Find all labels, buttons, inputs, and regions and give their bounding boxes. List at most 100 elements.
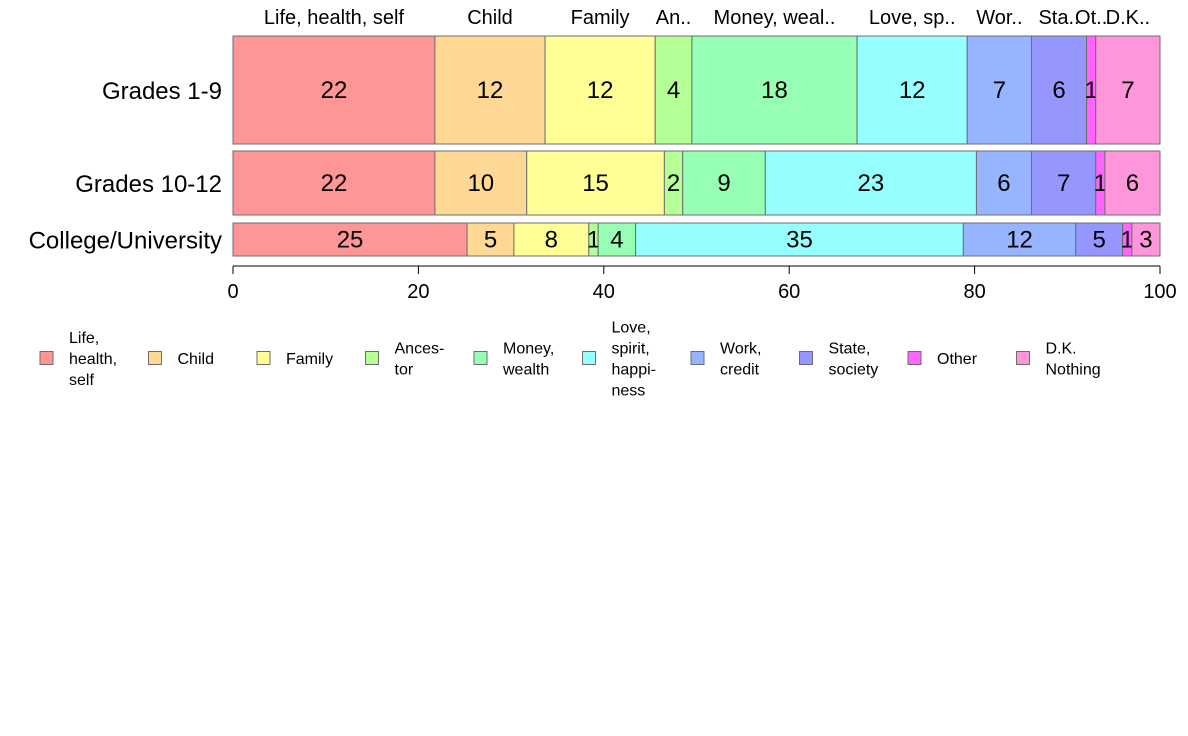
legend-label: Love, [612, 320, 651, 337]
legend-label: Other [937, 351, 978, 368]
value-label: 1 [1084, 77, 1097, 104]
bar-segment [635, 222, 964, 257]
x-tick-label: 0 [227, 281, 238, 303]
value-label: 22 [321, 77, 348, 104]
bar-segment [544, 35, 656, 145]
bar-segment [1104, 150, 1161, 216]
value-label: 4 [667, 77, 680, 104]
value-label: 12 [477, 77, 504, 104]
top-category-label: Child [467, 7, 513, 29]
value-label: 25 [337, 227, 364, 254]
bar-segment [526, 150, 665, 216]
bar-segment [434, 35, 546, 145]
value-label: 23 [858, 170, 885, 197]
value-label: 12 [899, 77, 926, 104]
legend-label: happi- [612, 362, 656, 379]
legend-item: Child [148, 351, 214, 368]
value-label: 3 [1139, 227, 1152, 254]
legend-swatch [1016, 351, 1030, 365]
value-label: 12 [1006, 227, 1033, 254]
value-label: 1 [1121, 227, 1134, 254]
bar-segment [1031, 150, 1097, 216]
legend-item: Love, spirit, happi-ness [582, 320, 656, 400]
legend-swatch [148, 351, 162, 365]
row-labels: Grades 1-9 Grades 10-12 College/University [29, 78, 222, 255]
bar-segment [1075, 222, 1124, 257]
legend-label: society [829, 362, 879, 379]
value-label: 6 [1052, 77, 1065, 104]
value-label: 5 [1092, 227, 1105, 254]
x-tick-label: 80 [963, 281, 985, 303]
legend-label: ness [612, 383, 646, 400]
legend-label: Ances- [395, 341, 445, 358]
value-label: 2 [667, 170, 680, 197]
bars-area: 22 12 12 4 18 12 7 6 1 722 10 15 2 9 23 6 7 1 625 5 8 1 4 35 12 5… [232, 35, 1161, 257]
legend-swatch [799, 351, 813, 365]
bar-segment [1131, 222, 1161, 257]
legend-swatch [690, 351, 705, 365]
legend-label: D.K. [1046, 341, 1077, 358]
bar-segment [966, 35, 1033, 145]
value-label: 9 [717, 170, 730, 197]
value-label: 22 [321, 170, 348, 197]
bar-segment [682, 150, 766, 216]
bar-segment [232, 35, 436, 145]
top-category-label: Money, weal.. [714, 7, 836, 29]
row-label: College/University [29, 228, 222, 255]
top-category-label: D.K.. [1106, 7, 1150, 29]
legend-swatch [582, 351, 596, 365]
legend-item: D.K. Nothing [1016, 341, 1101, 379]
legend-item: Money, wealth [473, 341, 554, 379]
legend-swatch [365, 351, 379, 365]
value-label: 7 [1057, 170, 1070, 197]
value-label: 15 [582, 170, 609, 197]
top-category-label: Sta.. [1038, 7, 1079, 29]
top-category-labels: Life, health, self Child Family An.. Money, … [264, 7, 1150, 29]
row-label: Grades 10-12 [75, 171, 222, 198]
legend-label: health, [69, 351, 117, 368]
bar-segment [975, 150, 1033, 216]
legend-label: spirit, [612, 341, 650, 358]
x-tick-label: 60 [778, 281, 800, 303]
bar-segment [1031, 35, 1088, 145]
bar-segment [1095, 35, 1161, 145]
legend-item: Family [256, 351, 333, 368]
bar-segment [691, 35, 858, 145]
value-label: 1 [1094, 170, 1107, 197]
value-label: 4 [610, 227, 623, 254]
legend-label: State, [829, 341, 871, 358]
legend-label: Child [178, 351, 214, 368]
x-axis: 0 20 40 60 80 100 [227, 265, 1177, 303]
top-category-label: Life, health, self [264, 7, 405, 29]
value-label: 35 [786, 227, 813, 254]
top-category-label: An.. [656, 7, 692, 29]
bar-segment [466, 222, 515, 257]
x-tick-label: 100 [1143, 281, 1176, 303]
x-tick-label: 20 [407, 281, 429, 303]
value-label: 7 [1121, 77, 1134, 104]
legend-swatch [39, 351, 54, 365]
legend-item: Ances-tor [365, 341, 445, 379]
value-label: 1 [587, 227, 600, 254]
x-tick-label: 40 [593, 281, 615, 303]
value-label: 8 [545, 227, 558, 254]
legend-item: Other [907, 351, 978, 368]
top-category-label: Love, sp.. [869, 7, 956, 29]
bar-segment [232, 150, 436, 216]
top-category-label: Wor.. [976, 7, 1022, 29]
value-label: 10 [467, 170, 494, 197]
legend-label: Money, [503, 341, 554, 358]
value-label: 12 [587, 77, 614, 104]
value-label: 18 [761, 77, 788, 104]
legend-label: Work, [720, 341, 761, 358]
legend: Life, health, self Child Family Ances-tor Mone… [39, 320, 1101, 400]
top-category-label: Family [571, 7, 630, 29]
row-label: Grades 1-9 [102, 78, 222, 105]
value-label: 6 [1126, 170, 1139, 197]
bar-segment [764, 150, 977, 216]
bar-segment [232, 222, 468, 257]
legend-swatch [473, 351, 488, 365]
legend-label: tor [395, 362, 414, 379]
legend-swatch [256, 351, 271, 365]
